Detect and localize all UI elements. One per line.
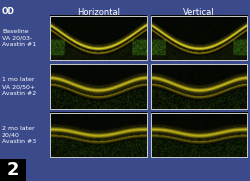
Text: 1 mo later
VA 20/50+
Avastin #2: 1 mo later VA 20/50+ Avastin #2: [2, 77, 36, 96]
Text: OD: OD: [2, 7, 15, 16]
Text: 2: 2: [7, 161, 19, 179]
Text: Vertical: Vertical: [183, 8, 214, 17]
FancyBboxPatch shape: [0, 159, 26, 181]
Text: Baseline
VA 20/03-
Avastin #1: Baseline VA 20/03- Avastin #1: [2, 29, 36, 47]
Text: 2 mo later
20/40
Avastin #3: 2 mo later 20/40 Avastin #3: [2, 126, 36, 144]
Text: Horizontal: Horizontal: [77, 8, 120, 17]
